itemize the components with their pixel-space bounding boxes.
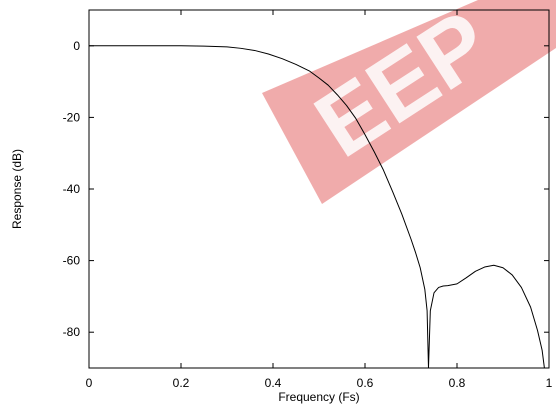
- y-tick-label: -60: [63, 254, 81, 268]
- x-axis-title: Frequency (Fs): [278, 390, 359, 404]
- y-tick-label: 0: [73, 39, 80, 53]
- x-tick-label: 0.8: [449, 376, 466, 390]
- y-tick-label: -40: [63, 182, 81, 196]
- series-layer: [89, 45, 545, 369]
- x-tick-label: 1: [546, 376, 553, 390]
- x-tick-label: 0.6: [357, 376, 374, 390]
- x-tick-label: 0.2: [173, 376, 190, 390]
- x-axis: 0 0.2 0.4 0.6 0.8 1: [86, 10, 553, 390]
- y-axis: 0 -20 -40 -60 -80: [63, 39, 549, 339]
- watermark: EEP: [262, 0, 556, 204]
- y-tick-label: -80: [63, 325, 81, 339]
- x-tick-label: 0: [86, 376, 93, 390]
- y-tick-label: -20: [63, 110, 81, 124]
- y-axis-title: Response (dB): [10, 149, 24, 229]
- series-line: [89, 45, 545, 369]
- x-tick-label: 0.4: [265, 376, 282, 390]
- watermark-band: [262, 0, 556, 204]
